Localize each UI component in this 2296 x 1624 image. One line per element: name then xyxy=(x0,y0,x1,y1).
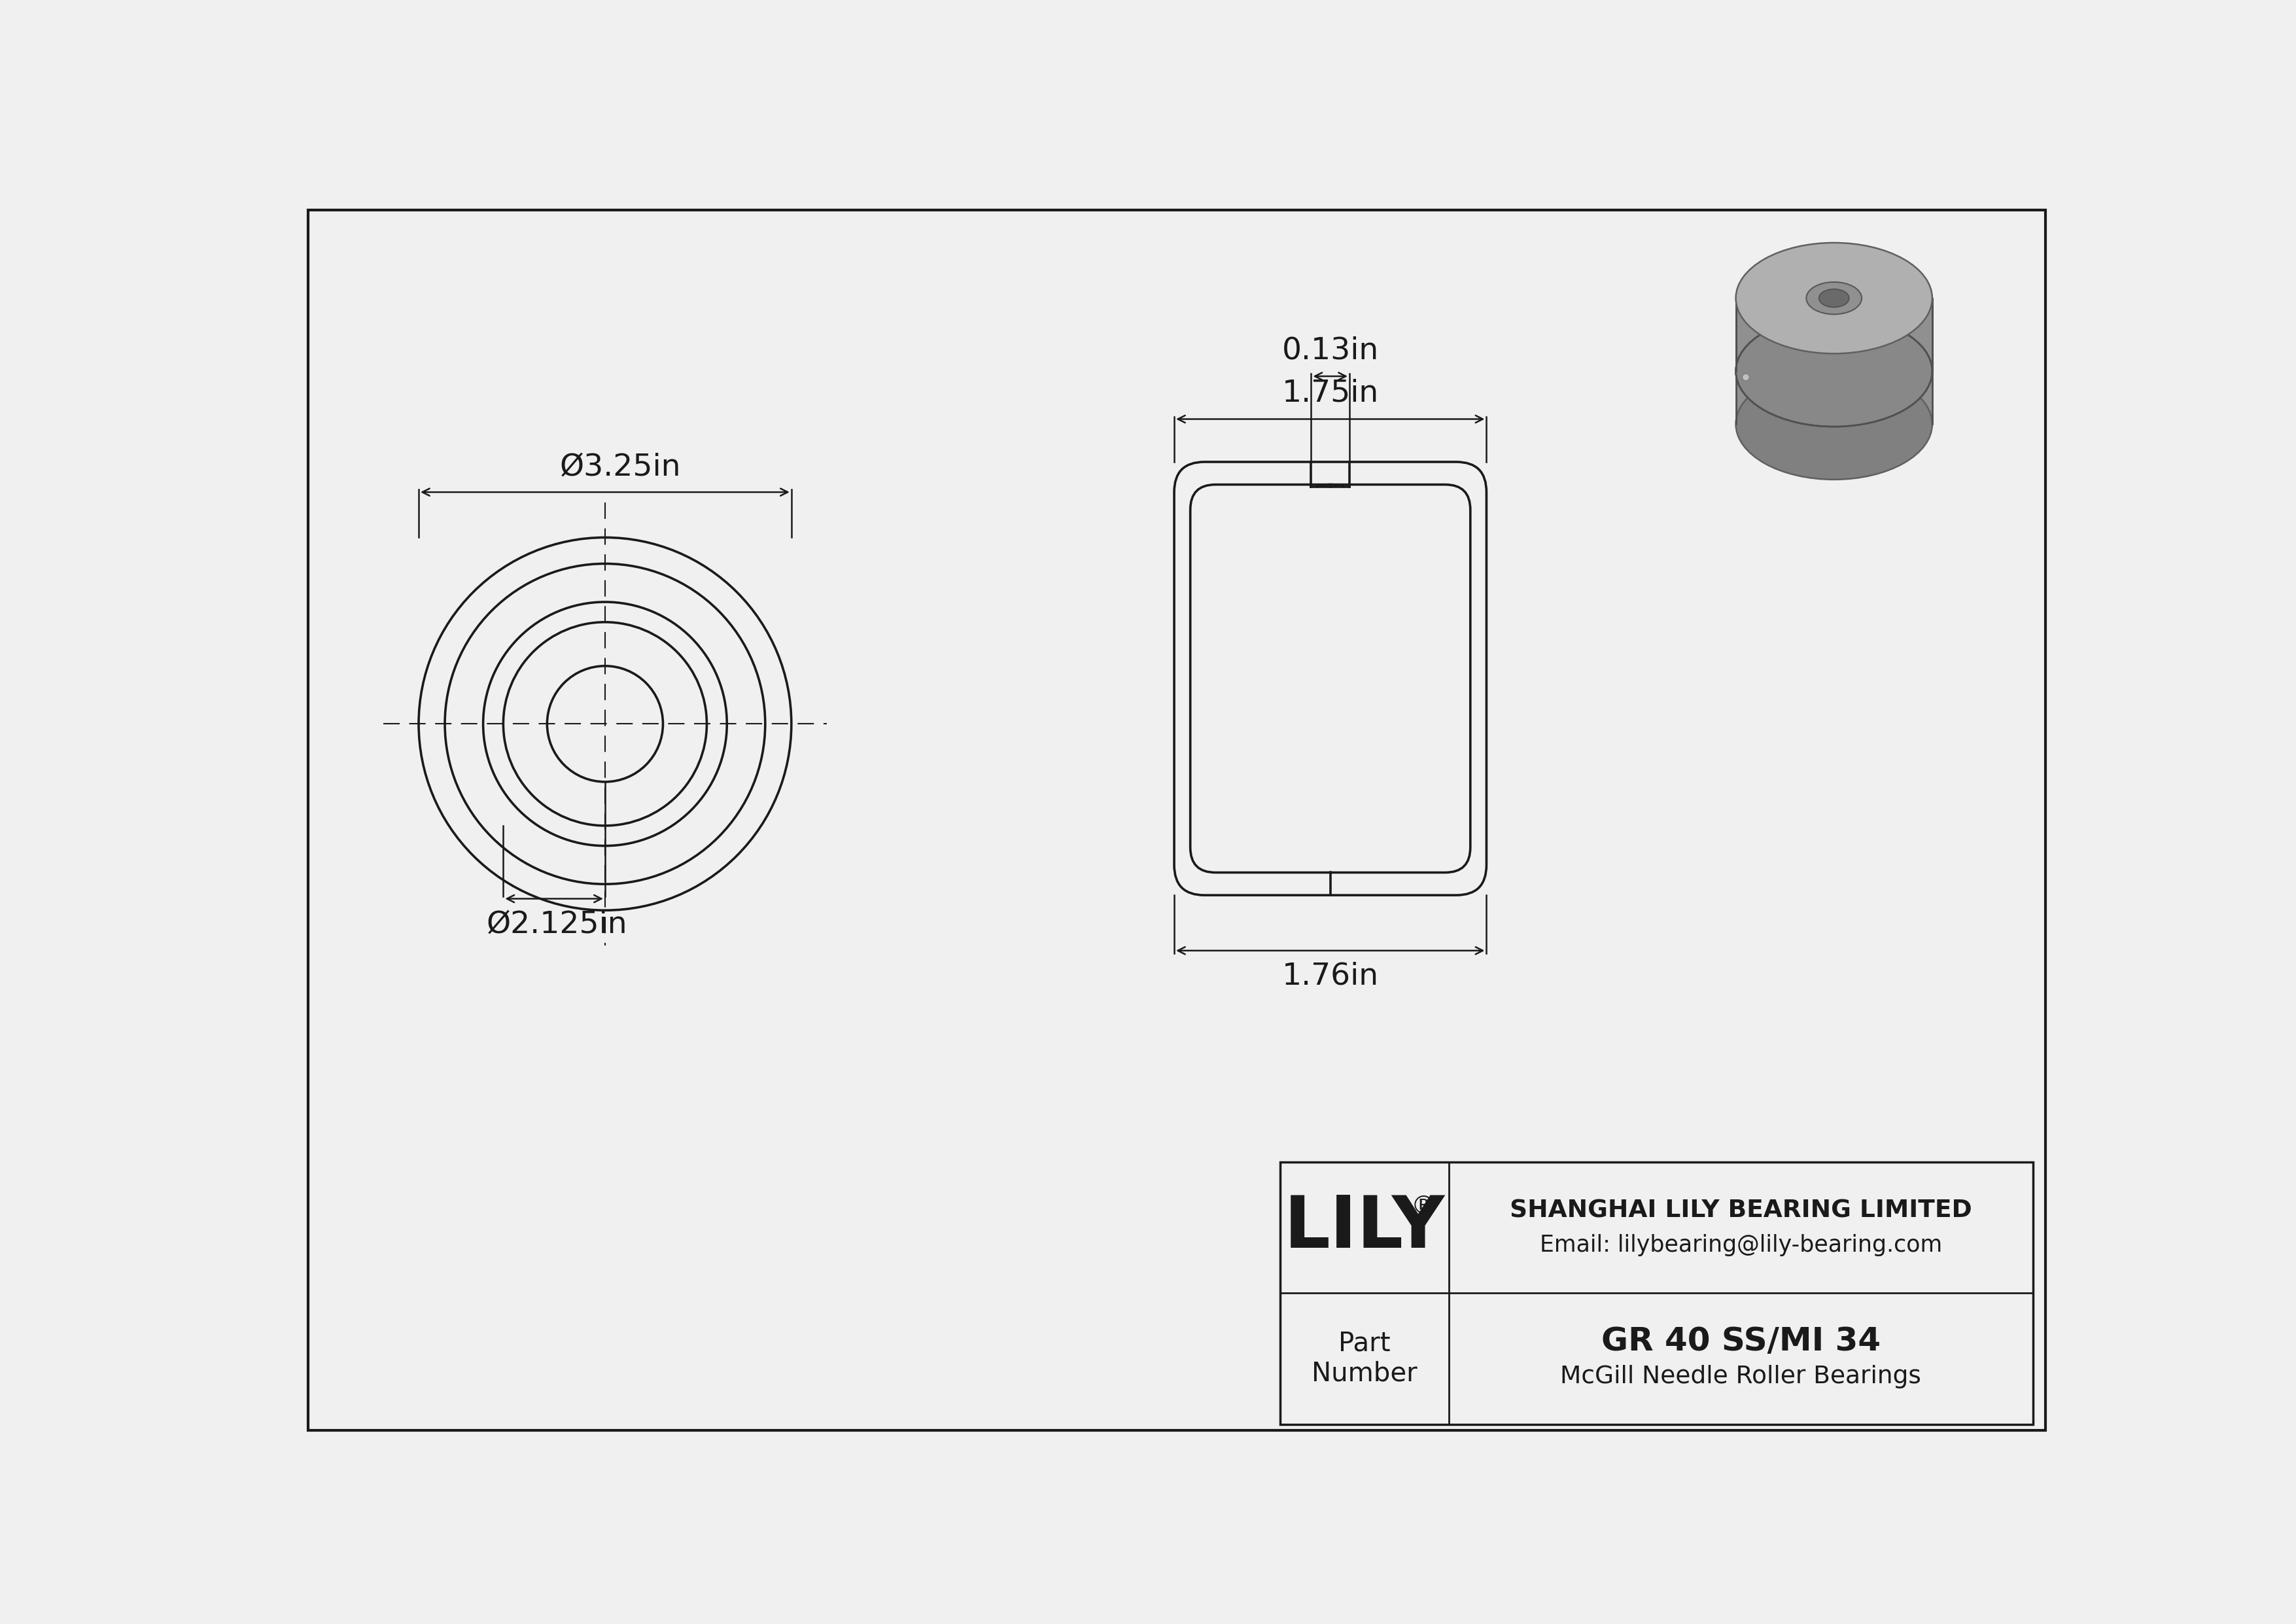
Ellipse shape xyxy=(1736,315,1933,427)
Text: SHANGHAI LILY BEARING LIMITED: SHANGHAI LILY BEARING LIMITED xyxy=(1511,1199,1972,1223)
Ellipse shape xyxy=(1736,242,1933,354)
Text: Ø3.25in: Ø3.25in xyxy=(560,453,682,482)
Bar xyxy=(1279,1163,2032,1424)
Text: 1.76in: 1.76in xyxy=(1281,961,1380,991)
Text: ®: ® xyxy=(1410,1194,1435,1220)
Text: Email: lilybearing@lily-bearing.com: Email: lilybearing@lily-bearing.com xyxy=(1541,1234,1942,1255)
Text: McGill Needle Roller Bearings: McGill Needle Roller Bearings xyxy=(1561,1366,1922,1389)
Circle shape xyxy=(1743,374,1750,380)
Text: 0.13in: 0.13in xyxy=(1281,336,1380,365)
Text: LILY: LILY xyxy=(1283,1192,1444,1263)
Ellipse shape xyxy=(1807,283,1862,315)
Ellipse shape xyxy=(1736,369,1933,479)
Text: Part
Number: Part Number xyxy=(1311,1330,1417,1387)
Text: Ø2.125in: Ø2.125in xyxy=(487,909,627,939)
Ellipse shape xyxy=(1818,289,1848,307)
Text: GR 40 SS/MI 34: GR 40 SS/MI 34 xyxy=(1600,1325,1880,1358)
Text: 1.75in: 1.75in xyxy=(1281,378,1380,408)
Polygon shape xyxy=(1736,299,1933,424)
